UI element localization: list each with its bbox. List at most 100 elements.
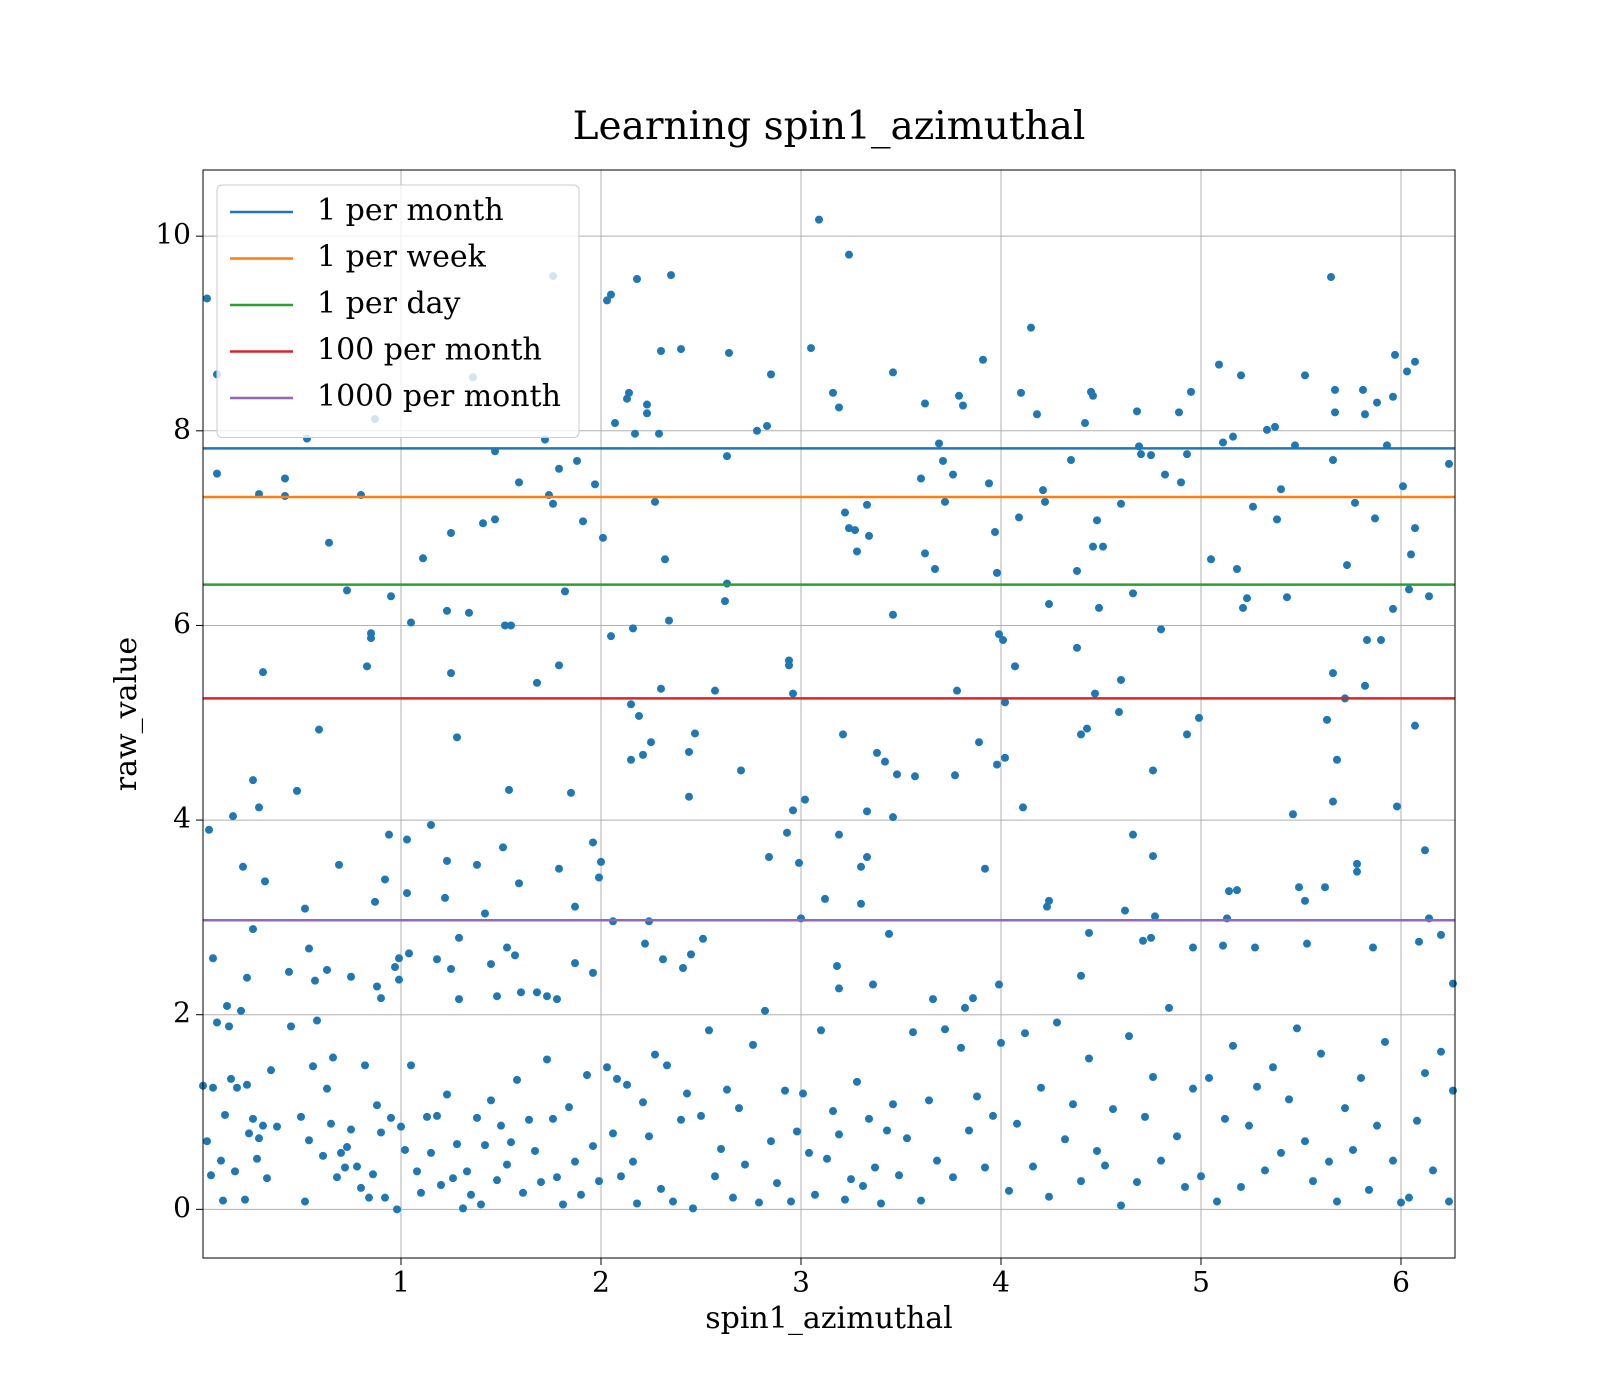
point xyxy=(455,995,463,1004)
legend-label: 1 per month xyxy=(317,193,504,228)
point xyxy=(1207,555,1215,564)
point xyxy=(885,929,893,938)
point xyxy=(829,388,837,397)
point xyxy=(1083,724,1091,733)
point xyxy=(473,860,481,869)
point xyxy=(685,747,693,756)
point xyxy=(1147,933,1155,942)
point xyxy=(1187,387,1195,396)
point xyxy=(911,772,919,781)
point xyxy=(949,470,957,479)
point xyxy=(859,1181,867,1190)
point xyxy=(705,1026,713,1035)
point xyxy=(1157,1156,1165,1165)
point xyxy=(1229,432,1237,441)
point xyxy=(309,1062,317,1071)
point xyxy=(811,1190,819,1199)
point xyxy=(1445,1197,1453,1206)
point xyxy=(371,897,379,906)
point xyxy=(629,624,637,633)
point xyxy=(1377,636,1385,645)
point xyxy=(427,820,435,829)
point xyxy=(773,1179,781,1188)
point xyxy=(1301,896,1309,905)
point xyxy=(1239,603,1247,612)
point xyxy=(347,972,355,981)
point xyxy=(1403,367,1411,376)
point xyxy=(917,474,925,483)
point xyxy=(1037,1083,1045,1092)
point xyxy=(1341,1104,1349,1113)
point xyxy=(805,1148,813,1157)
point xyxy=(341,1163,349,1172)
point xyxy=(871,1163,879,1172)
point xyxy=(561,587,569,596)
point xyxy=(933,1156,941,1165)
point xyxy=(577,1190,585,1199)
x-tick-label: 6 xyxy=(1392,1266,1410,1299)
point xyxy=(723,1085,731,1094)
point xyxy=(865,531,873,540)
point xyxy=(223,1001,231,1010)
point xyxy=(1197,1172,1205,1181)
point xyxy=(305,944,313,953)
point xyxy=(969,994,977,1003)
point xyxy=(347,1125,355,1134)
point xyxy=(889,368,897,377)
point xyxy=(635,711,643,720)
point xyxy=(749,1040,757,1049)
point xyxy=(1129,830,1137,839)
point xyxy=(437,1181,445,1190)
point xyxy=(889,1100,897,1109)
point xyxy=(677,345,685,354)
point xyxy=(1301,1137,1309,1146)
point xyxy=(487,960,495,969)
y-tick-label: 8 xyxy=(173,412,191,445)
point xyxy=(981,1163,989,1172)
point xyxy=(477,1200,485,1209)
point xyxy=(1101,1161,1109,1170)
point xyxy=(217,1156,225,1165)
point xyxy=(405,949,413,958)
point xyxy=(765,853,773,862)
point xyxy=(835,830,843,839)
point xyxy=(203,294,211,303)
point xyxy=(249,925,257,934)
point xyxy=(1045,896,1053,905)
point xyxy=(1073,643,1081,652)
point xyxy=(221,1110,229,1119)
y-tick-label: 4 xyxy=(173,802,191,835)
point xyxy=(865,1114,873,1123)
point xyxy=(1181,1182,1189,1191)
point xyxy=(717,1145,725,1154)
point xyxy=(1115,708,1123,717)
point xyxy=(1421,1069,1429,1078)
point xyxy=(381,1193,389,1202)
point xyxy=(337,1148,345,1157)
point xyxy=(407,618,415,627)
point xyxy=(799,1089,807,1098)
point xyxy=(917,1196,925,1205)
point xyxy=(555,464,563,473)
point xyxy=(711,1172,719,1181)
point xyxy=(823,1154,831,1163)
point xyxy=(627,755,635,764)
point xyxy=(1353,859,1361,868)
point xyxy=(1053,1018,1061,1027)
point xyxy=(1017,388,1025,397)
point xyxy=(1089,391,1097,400)
point xyxy=(613,1074,621,1083)
point xyxy=(599,533,607,542)
point xyxy=(873,748,881,757)
point xyxy=(517,988,525,997)
point xyxy=(931,564,939,573)
point xyxy=(881,757,889,766)
point xyxy=(323,965,331,974)
point xyxy=(233,1083,241,1092)
point xyxy=(1189,1084,1197,1093)
point xyxy=(501,621,509,630)
point xyxy=(993,760,1001,769)
point xyxy=(1015,513,1023,522)
